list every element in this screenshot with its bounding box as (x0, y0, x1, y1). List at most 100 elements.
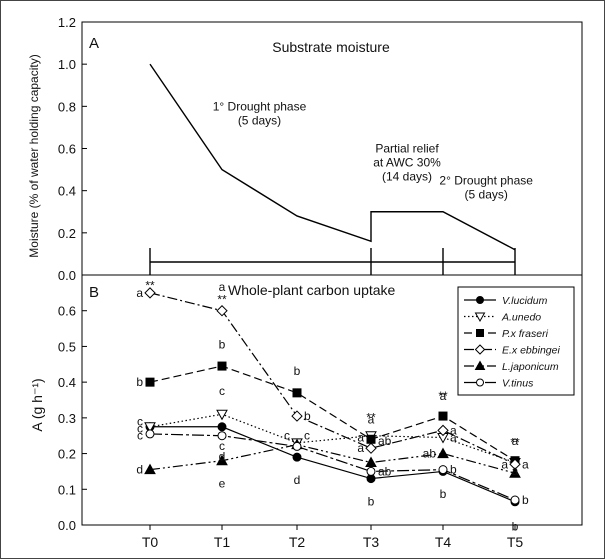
y-tick-label: 1.0 (58, 57, 76, 72)
data-point (509, 467, 521, 478)
data-point (291, 410, 303, 422)
group-letter: a (440, 389, 447, 403)
panel-b-title: Whole-plant carbon uptake (228, 282, 396, 298)
legend-entry: V.lucidum (502, 295, 548, 307)
series-line (150, 426, 516, 503)
panel-b-y-axis-label: A (g h⁻¹) (29, 378, 45, 431)
group-letter: b (304, 409, 311, 423)
data-point (438, 411, 448, 421)
group-letter: c (219, 384, 225, 398)
group-letter: a (136, 286, 143, 300)
x-tick-label: T2 (289, 534, 306, 550)
group-letter: c (137, 414, 143, 428)
group-letter: a (357, 441, 364, 455)
series-line (149, 365, 516, 462)
phase-annotation: 2° Drought phase (5 days) (439, 173, 533, 201)
x-tick-label: T4 (435, 534, 452, 550)
panel-a-letter: A (89, 35, 99, 52)
panel-b: B Whole-plant carbon uptake A (g h⁻¹) 0.… (29, 278, 575, 550)
data-point (474, 312, 486, 323)
significance-mark: ** (217, 293, 227, 307)
series-line (149, 292, 516, 465)
data-point (292, 388, 302, 398)
group-letter: b (294, 364, 301, 378)
group-letter: b (368, 494, 375, 508)
data-point (365, 456, 377, 467)
group-letter: b (136, 375, 143, 389)
x-tick-label: T1 (214, 534, 231, 550)
panel-a-y-ticks: 0.0 0.2 0.4 0.6 0.8 1.0 1.2 (58, 15, 87, 283)
y-tick-label: 1.2 (58, 15, 76, 30)
data-point (474, 360, 486, 370)
data-point (216, 305, 228, 317)
group-letter: d (219, 450, 226, 464)
series-e-x-ebbingei (144, 287, 521, 470)
group-letter: b (522, 493, 529, 507)
legend-entry: E.x ebbingei (502, 345, 560, 357)
panel-a-annotations: 1° Drought phase (5 days) Partial relief at… (213, 100, 534, 202)
data-point (145, 377, 155, 387)
data-point (217, 422, 227, 432)
group-letter: ab (423, 447, 437, 461)
group-letter: a (219, 280, 226, 294)
group-letter: a (450, 431, 457, 445)
data-point (145, 429, 155, 439)
moisture-line (149, 63, 516, 251)
data-point (292, 441, 302, 451)
legend-entry: P.x fraseri (502, 328, 549, 340)
legend-entry: A.unedo (501, 312, 541, 324)
x-tick-label: T0 (142, 534, 159, 550)
group-letter: a (368, 412, 375, 426)
group-letter: e (219, 476, 226, 490)
data-point (476, 378, 484, 387)
phase-annotation: 1° Drought phase (5 days) (213, 100, 307, 128)
group-letter: a (450, 423, 457, 437)
series-p-x-fraseri (145, 361, 520, 466)
group-letter: b (219, 337, 226, 351)
data-point (366, 434, 376, 444)
data-point (476, 296, 484, 304)
data-point (437, 447, 449, 459)
group-letter: c (304, 429, 310, 443)
group-letter: a (357, 431, 364, 445)
y-tick-label: 0.6 (58, 304, 76, 319)
y-tick-label: 0.8 (58, 99, 76, 114)
y-tick-label: 0.4 (58, 184, 76, 199)
y-tick-label: 0.0 (58, 518, 76, 533)
y-tick-label: 0.5 (58, 339, 76, 354)
group-letter: a (512, 434, 519, 448)
panel-a-moisture-line (149, 63, 516, 275)
data-point (144, 463, 156, 475)
group-letter: a (501, 457, 508, 471)
group-letter: d (294, 473, 301, 487)
series-v-tinus (145, 429, 520, 505)
data-point (292, 452, 302, 462)
legend-entry: V.tinus (502, 378, 534, 390)
group-letter: b (440, 487, 447, 501)
data-point (438, 465, 448, 475)
group-letter: d (136, 463, 143, 477)
group-letter: b (512, 519, 519, 533)
data-point (144, 422, 156, 433)
group-letter: c (284, 429, 290, 443)
phase-annotation: Partial relief at AWC 30% (14 days) (373, 142, 441, 184)
data-point (366, 466, 376, 476)
group-letter: a (512, 464, 519, 478)
series-line (149, 444, 516, 474)
series-line (149, 413, 516, 464)
data-point (144, 287, 156, 299)
y-tick-label: 0.1 (58, 482, 76, 497)
group-letter: b (450, 463, 457, 477)
data-point (216, 454, 228, 466)
y-tick-label: 0.2 (58, 226, 76, 241)
panel-b-letter: B (89, 284, 99, 301)
data-point (510, 495, 520, 505)
significance-mark: ** (145, 278, 155, 292)
group-letter: ab (378, 434, 392, 448)
group-letter: c (137, 422, 143, 436)
y-tick-label: 0.6 (58, 142, 76, 157)
group-letter: a (522, 457, 529, 471)
